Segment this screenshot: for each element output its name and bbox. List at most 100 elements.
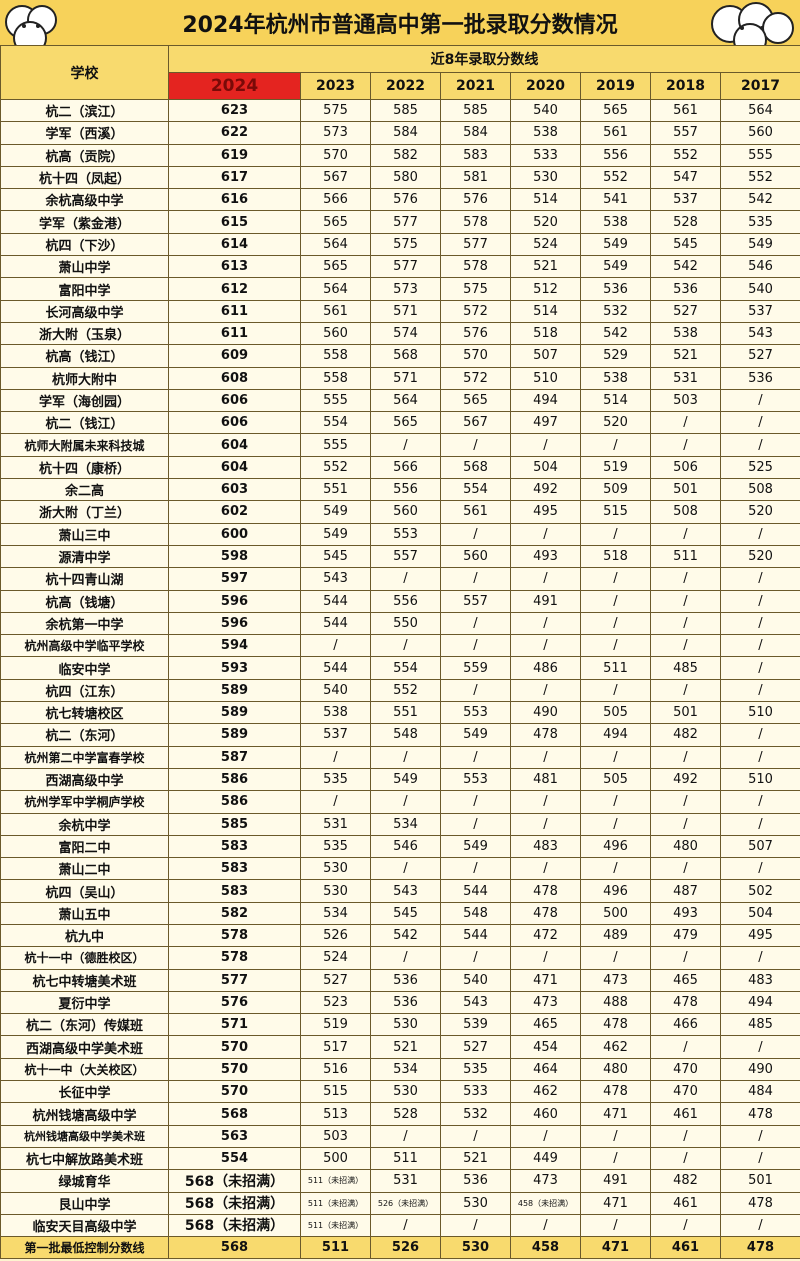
score-cell: 536	[440, 1169, 511, 1193]
score-cell: 552	[650, 143, 721, 167]
score-cell: 530	[370, 1080, 441, 1104]
score-cell: 560	[440, 544, 511, 569]
score-cell: 478	[720, 1191, 800, 1215]
score-cell: /	[580, 745, 651, 769]
score-cell: 520	[510, 210, 581, 234]
score-cell: 552	[370, 678, 441, 703]
score-cell: 532	[440, 1102, 511, 1126]
score-cell: 593	[168, 656, 301, 680]
score-cell: /	[720, 611, 800, 636]
score-cell: 622	[168, 121, 301, 145]
score-cell: 473	[580, 968, 651, 992]
score-cell: 565	[580, 98, 651, 123]
score-cell: /	[720, 857, 800, 881]
score-cell: 531	[370, 1169, 441, 1193]
score-cell: 504	[720, 901, 800, 925]
table-row: 杭州学军中学桐庐学校 586// / / / / /	[0, 790, 800, 814]
table-row: 萧山二中 583 530// / / / /	[0, 857, 800, 881]
year-header: 2021	[440, 72, 511, 100]
score-cell: /	[440, 745, 511, 769]
score-cell: 512	[510, 277, 581, 301]
score-cell: /	[510, 567, 581, 591]
score-cell: 513	[300, 1102, 371, 1126]
table-row: 余杭高级中学 616 566 576 576 514 541 537 542	[0, 188, 800, 212]
score-cell: 573	[370, 277, 441, 301]
score-cell: 543	[370, 879, 441, 903]
score-cell: 478	[510, 879, 581, 903]
year-header: 2018	[650, 72, 721, 100]
score-cell: /	[510, 522, 581, 546]
score-cell: 478	[580, 1013, 651, 1037]
score-cell: 589	[168, 678, 301, 703]
score-cell: 462	[580, 1035, 651, 1059]
score-cell: 533	[510, 143, 581, 167]
school-name: 夏衍中学	[0, 990, 169, 1015]
score-cell: 559	[440, 656, 511, 680]
score-cell: 535	[440, 1057, 511, 1082]
score-cell: 577	[370, 210, 441, 234]
school-name: 杭高（钱江）	[0, 344, 169, 368]
score-cell: 566	[300, 188, 371, 212]
score-cell: /	[440, 1213, 511, 1238]
score-cell: 530	[300, 879, 371, 903]
score-cell: 606	[168, 411, 301, 435]
school-name: 余二高	[0, 478, 169, 502]
score-cell: 541	[580, 188, 651, 212]
score-cell: 493	[510, 544, 581, 569]
score-cell: 478	[720, 1236, 800, 1260]
score-cell: 576	[370, 188, 441, 212]
score-cell: /	[580, 790, 651, 814]
score-cell: 585	[168, 812, 301, 836]
score-cell: /	[720, 790, 800, 814]
score-cell: 485	[650, 656, 721, 680]
score-cell: /	[650, 678, 721, 703]
score-cell: 487	[650, 879, 721, 903]
score-cell: 576	[168, 990, 301, 1015]
score-cell: /	[300, 634, 371, 658]
score-cell: 589	[168, 701, 301, 725]
score-cell: 458	[510, 1236, 581, 1260]
score-cell: 501	[650, 701, 721, 725]
score-cell: 510	[510, 366, 581, 390]
score-cell: 544	[300, 589, 371, 613]
score-cell: 613	[168, 255, 301, 279]
score-cell: /	[370, 1213, 441, 1238]
score-cell: 519	[300, 1013, 371, 1037]
score-cell: 544	[440, 923, 511, 948]
score-cell: 536	[650, 277, 721, 301]
score-cell: 577	[370, 255, 441, 279]
score-cell: /	[510, 946, 581, 970]
score-cell: 547	[650, 165, 721, 190]
score-cell: 578	[168, 923, 301, 948]
school-name: 学军（西溪）	[0, 121, 169, 145]
table-row: 杭师大附属未来科技城 604 555// / / / /	[0, 433, 800, 457]
score-cell: 535	[720, 210, 800, 234]
score-cell: 449	[510, 1146, 581, 1171]
school-name: 杭九中	[0, 923, 169, 948]
school-name: 杭二（钱江）	[0, 411, 169, 435]
score-cell: /	[370, 433, 441, 457]
score-cell: 619	[168, 143, 301, 167]
school-name: 艮山中学	[0, 1191, 169, 1215]
table-row: 杭四（吴山） 583 530 543 544 478 496 487 502	[0, 879, 800, 903]
score-cell: 478	[510, 901, 581, 925]
school-name: 杭二（东河）	[0, 723, 169, 747]
score-cell: 506	[650, 455, 721, 480]
school-name: 长征中学	[0, 1080, 169, 1104]
table-row: 浙大附（丁兰） 602 549 560 561 495 515 508 520	[0, 500, 800, 524]
table-row: 杭州钱塘高级中学 568 513 528 532 460 471 461 478	[0, 1102, 800, 1126]
score-cell: 473	[510, 990, 581, 1015]
score-cell: /	[650, 1146, 721, 1171]
score-cell: 587	[168, 745, 301, 769]
score-cell: /	[650, 433, 721, 457]
year-header: 2022	[370, 72, 441, 100]
score-cell: 461	[650, 1191, 721, 1215]
score-cell: 536	[720, 366, 800, 390]
score-cell: /	[650, 634, 721, 658]
score-cell: 615	[168, 210, 301, 234]
table-row: 杭四（下沙） 614 564 575 577 524 549 545 549	[0, 232, 800, 257]
table-row: 学军（西溪） 622 573 584 584 538 561 557 560	[0, 121, 800, 145]
score-cell: 566	[370, 455, 441, 480]
score-cell: /	[580, 857, 651, 881]
score-cell: 606	[168, 388, 301, 413]
